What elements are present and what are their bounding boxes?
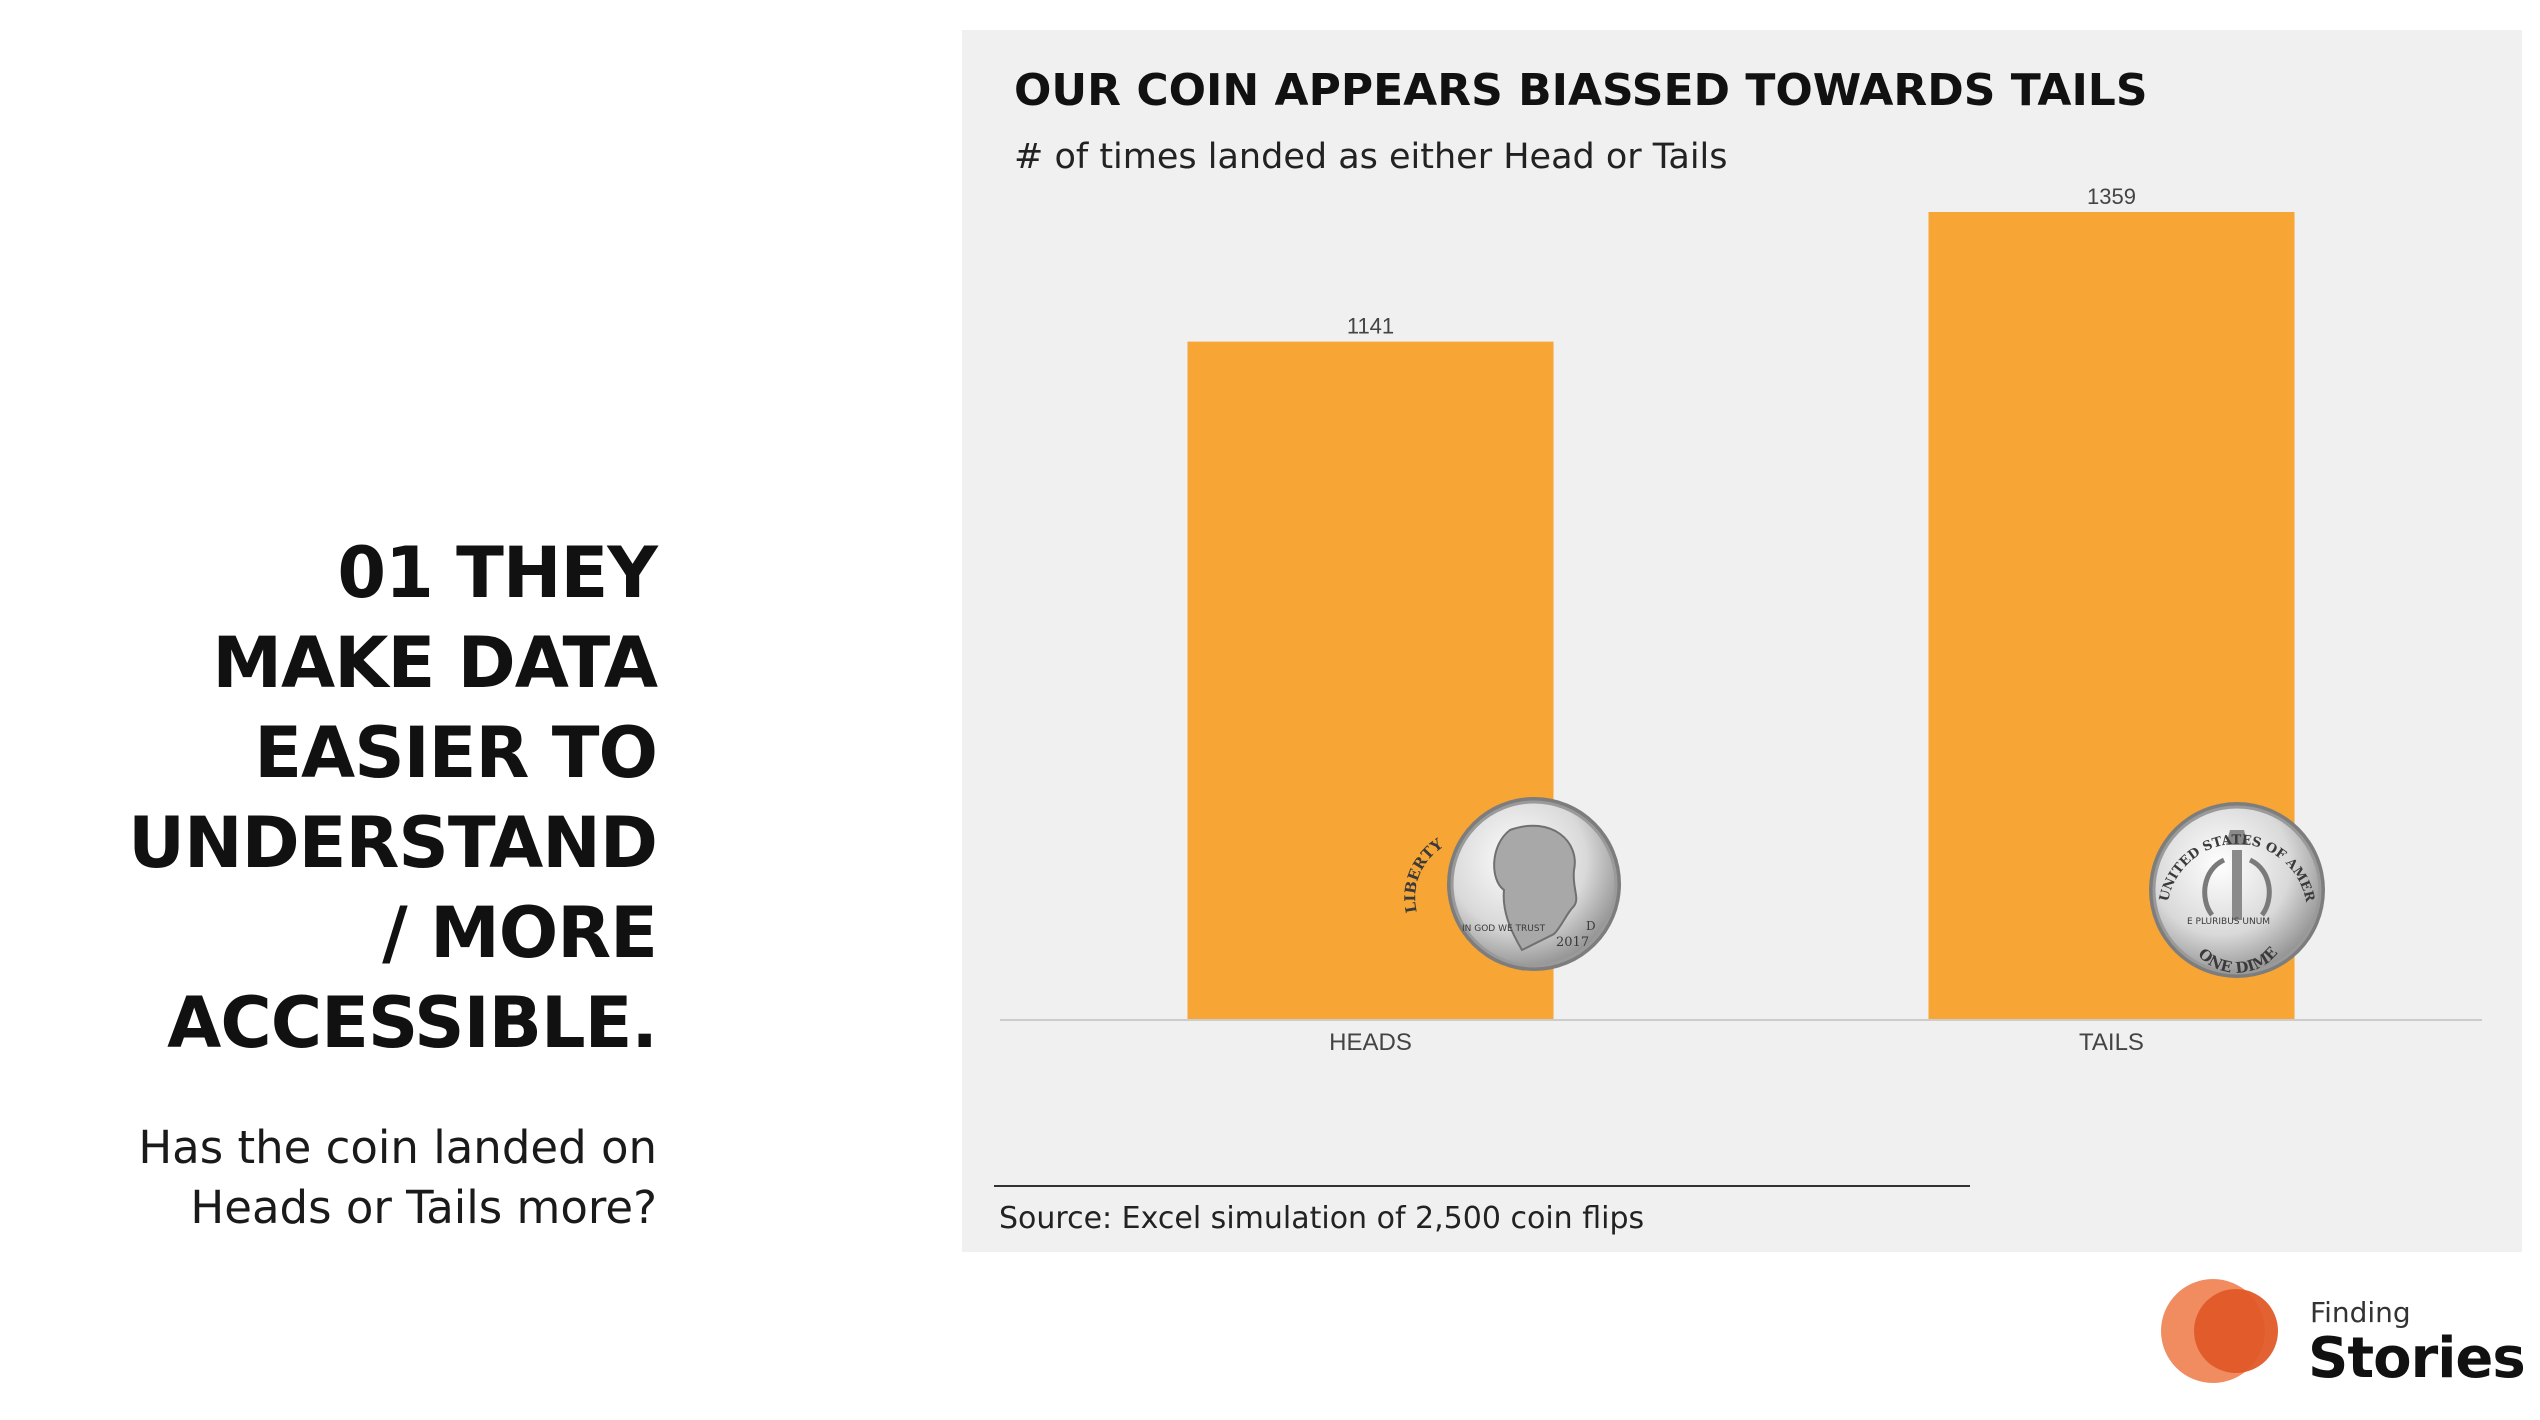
headline-line: MAKE DATA <box>212 622 658 704</box>
question-line: Has the coin landed on <box>138 1121 657 1174</box>
chart-title: OUR COIN APPEARS BIASSED TOWARDS TAILS <box>1014 65 2148 116</box>
dime-heads-icon: LIBERTY IN GOD WE TRUST 2017 D <box>1401 797 1621 971</box>
logo-stories-text: Stories <box>2308 1326 2526 1391</box>
bar-chart: OUR COIN APPEARS BIASSED TOWARDS TAILS #… <box>962 30 2482 1236</box>
data-label-tails: 1359 <box>2087 184 2136 209</box>
x-tick-label-heads: HEADS <box>1329 1029 1412 1056</box>
chart-panel: OUR COIN APPEARS BIASSED TOWARDS TAILS #… <box>962 30 2522 1252</box>
data-label-heads: 1141 <box>1347 314 1394 339</box>
bars-layer: 1141 HEADS 1359 TAILS <box>1187 184 2295 1056</box>
question-text: Has the coin landed on Heads or Tails mo… <box>17 1118 657 1238</box>
tails-motto: E PLURIBUS UNUM <box>2187 917 2270 927</box>
heads-mint: D <box>1586 919 1596 933</box>
x-tick-label-tails: TAILS <box>2079 1029 2144 1056</box>
source-note: Source: Excel simulation of 2,500 coin f… <box>999 1201 1644 1236</box>
heads-motto: IN GOD WE TRUST <box>1462 924 1546 934</box>
logo-finding-text: Finding <box>2310 1296 2411 1329</box>
headline-line: UNDERSTAND <box>128 802 658 884</box>
chart-subtitle: # of times landed as either Head or Tail… <box>1014 137 1728 177</box>
headline-line: ACCESSIBLE. <box>167 982 658 1064</box>
heads-year: 2017 <box>1556 935 1589 950</box>
headline-line: EASIER TO <box>254 712 658 794</box>
logo-circles-icon <box>2161 1279 2278 1383</box>
headline-line: / MORE <box>382 892 658 974</box>
headline-line: 01 THEY <box>337 532 658 614</box>
finding-stories-logo: Finding Stories <box>2158 1276 2528 1391</box>
headline: 01 THEY MAKE DATA EASIER TO UNDERSTAND /… <box>57 528 658 1068</box>
question-line: Heads or Tails more? <box>190 1181 657 1234</box>
